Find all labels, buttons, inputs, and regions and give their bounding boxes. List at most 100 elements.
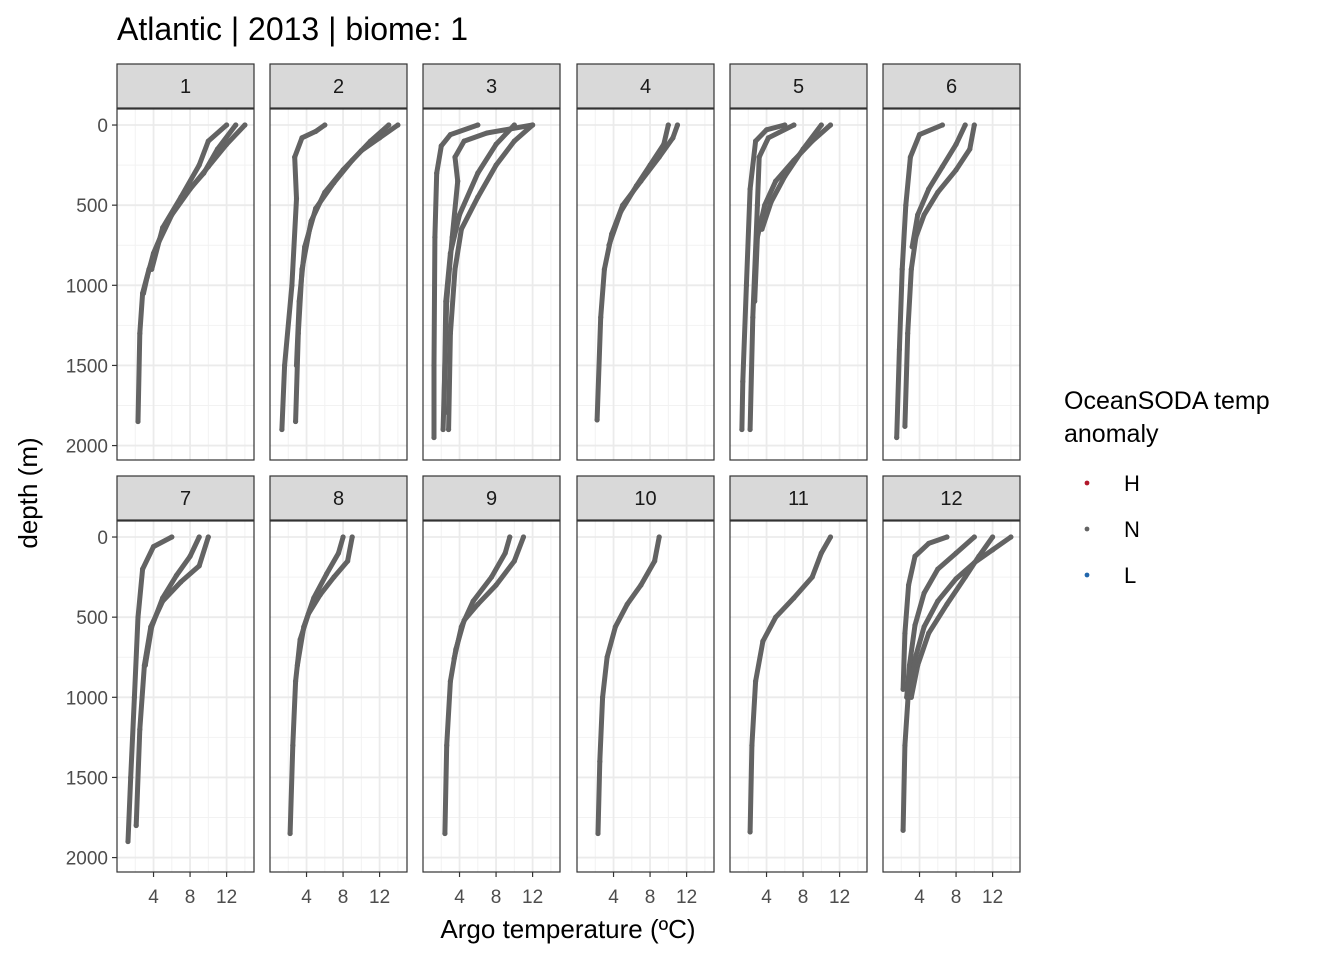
data-point — [773, 178, 779, 184]
data-point — [196, 534, 202, 540]
legend-key-L — [1084, 572, 1090, 578]
data-point — [971, 122, 977, 128]
x-tick-label: 4 — [454, 887, 465, 908]
data-point — [791, 595, 797, 601]
data-point — [451, 656, 457, 662]
data-point — [962, 574, 968, 580]
facet-panel-11: 11 4 8 12 — [729, 475, 868, 908]
data-point — [224, 141, 230, 147]
data-point — [618, 208, 624, 215]
facet-strip-label: 3 — [486, 76, 497, 98]
data-point — [452, 154, 458, 160]
data-point — [594, 417, 600, 423]
data-point — [296, 298, 302, 304]
data-point — [916, 132, 923, 138]
data-point — [242, 122, 248, 128]
data-point — [905, 582, 912, 588]
data-point — [331, 180, 337, 186]
facet-strip-label: 9 — [486, 488, 497, 510]
legend-label-N: N — [1124, 517, 1140, 542]
data-point — [926, 630, 932, 636]
data-point — [756, 154, 762, 160]
facet-strip — [422, 475, 561, 521]
x-tick-label: 4 — [761, 887, 772, 908]
profile-series-12-3 — [900, 534, 950, 692]
data-point — [665, 122, 671, 128]
facet-panel-10: 10 4 8 12 — [576, 475, 715, 908]
data-point — [443, 298, 449, 304]
data-point — [196, 563, 202, 569]
data-point — [902, 423, 908, 429]
data-point — [142, 662, 148, 668]
data-point — [178, 579, 184, 585]
facet-strip-label: 8 — [333, 488, 344, 510]
data-point — [739, 426, 745, 433]
data-point — [484, 130, 490, 136]
y-axis-title: depth (m) — [13, 437, 43, 548]
data-point — [169, 534, 175, 540]
data-point — [647, 162, 653, 168]
data-point — [909, 244, 915, 250]
facet-strip — [576, 475, 715, 521]
data-point — [990, 547, 996, 553]
x-tick-label: 12 — [216, 887, 237, 908]
data-point — [912, 622, 918, 628]
data-point — [908, 266, 914, 272]
panel-border — [729, 520, 868, 873]
profile-series-9-2 — [451, 534, 513, 662]
panel-border — [576, 108, 715, 461]
data-point — [493, 141, 499, 147]
data-point — [773, 614, 779, 620]
data-point — [438, 143, 444, 149]
facet-strip — [729, 63, 868, 109]
x-tick-label: 4 — [608, 887, 619, 908]
data-point — [935, 566, 941, 572]
data-point — [313, 205, 319, 211]
data-point — [173, 572, 179, 579]
data-point — [674, 122, 681, 128]
facet-strip-label: 2 — [333, 76, 344, 98]
data-point — [752, 678, 759, 684]
data-point — [140, 290, 147, 296]
data-point — [493, 582, 499, 588]
legend-key-N — [1084, 526, 1090, 532]
data-point — [809, 574, 815, 580]
data-point — [178, 194, 184, 200]
facet-strip-label: 12 — [940, 488, 962, 510]
x-tick-label: 8 — [338, 887, 349, 908]
data-point — [324, 571, 330, 577]
data-point — [452, 266, 458, 272]
data-point — [990, 534, 996, 540]
data-point — [944, 534, 950, 540]
data-point — [349, 534, 355, 540]
panel-border — [422, 108, 561, 461]
data-point — [125, 838, 131, 845]
data-point — [292, 418, 299, 425]
data-point — [447, 132, 453, 138]
data-point — [827, 534, 834, 540]
data-point — [455, 178, 461, 184]
data-point — [598, 314, 604, 320]
data-point — [292, 678, 299, 684]
data-point — [926, 540, 932, 547]
facet-strip — [576, 63, 715, 109]
x-tick-label: 8 — [951, 887, 962, 908]
data-point — [470, 598, 476, 604]
data-point — [461, 138, 467, 144]
profile-series-5-2 — [747, 122, 797, 432]
y-tick-label: 500 — [76, 608, 108, 629]
panel-border — [882, 520, 1021, 873]
data-point — [902, 742, 908, 748]
data-point — [953, 576, 959, 582]
facet-strip — [116, 63, 255, 109]
data-point — [233, 122, 239, 128]
data-point — [282, 362, 288, 369]
data-point — [752, 138, 759, 144]
y-tick-label: 1000 — [66, 276, 108, 297]
data-point — [743, 282, 750, 288]
data-point — [196, 162, 202, 168]
data-point — [294, 662, 300, 668]
y-tick-label: 0 — [97, 116, 108, 137]
data-point — [214, 146, 221, 152]
